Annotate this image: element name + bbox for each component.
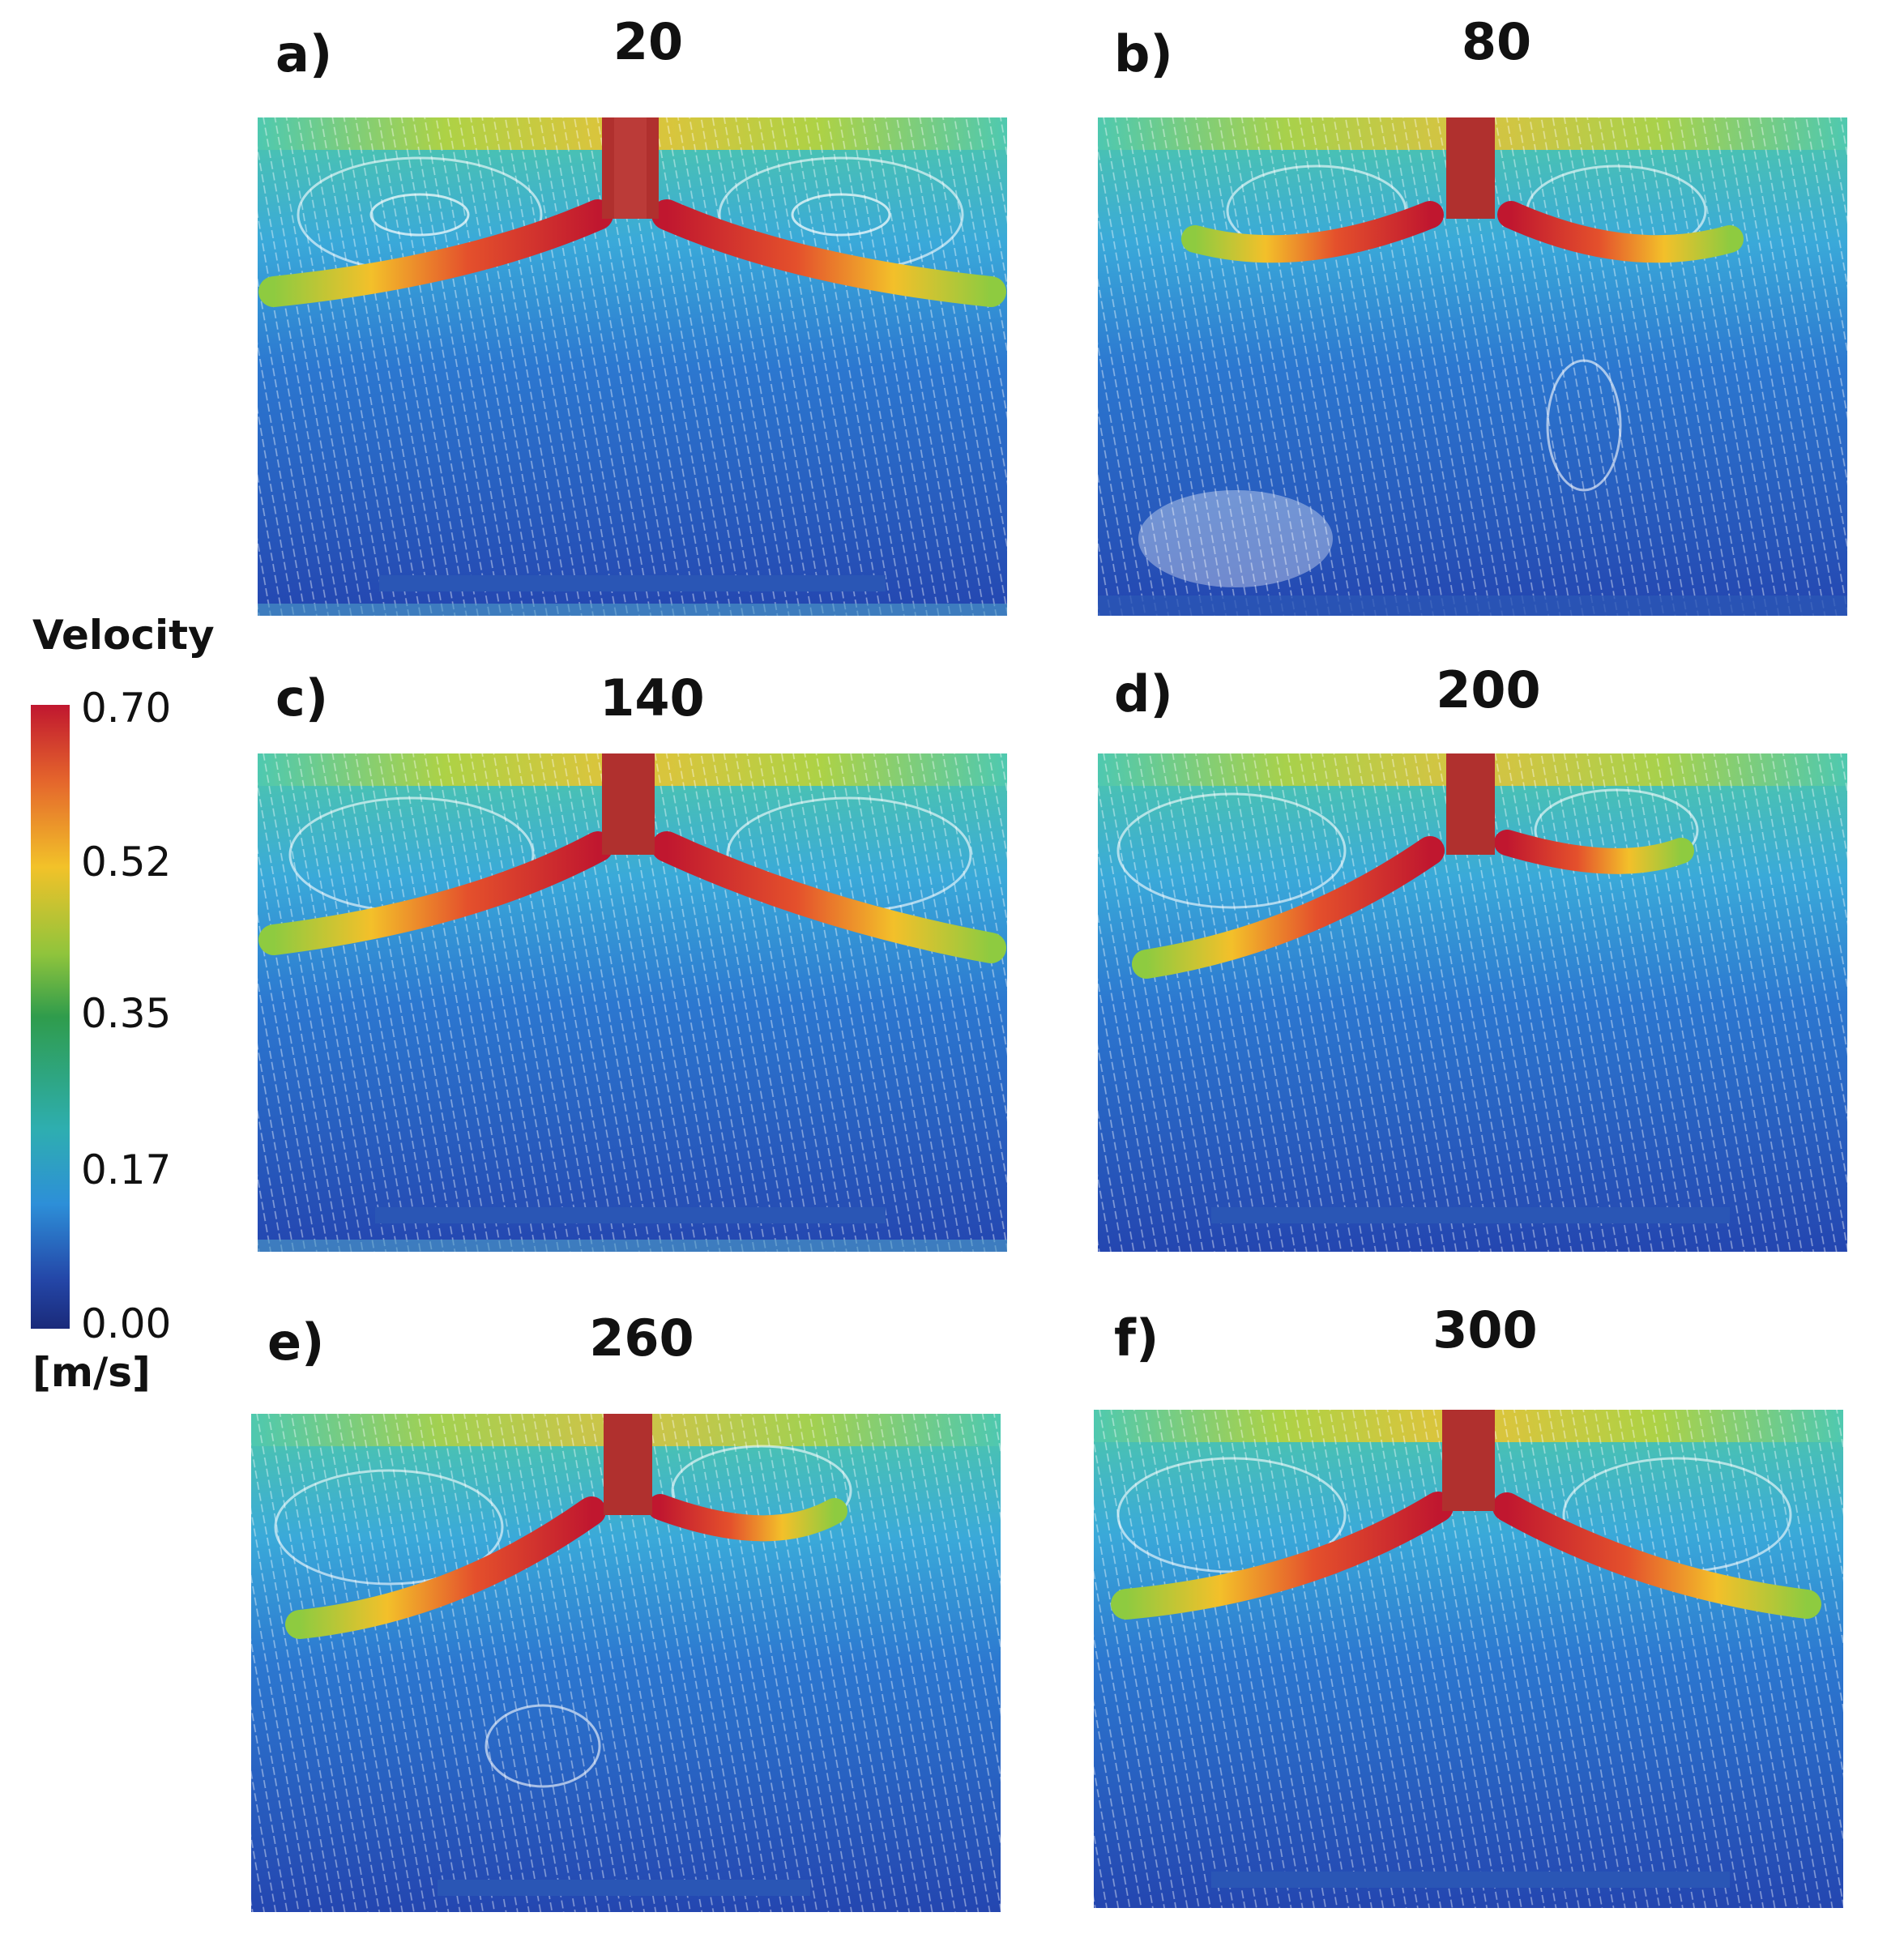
colorbar-tick-070: 0.70 xyxy=(81,685,172,732)
panel-f-letter: f) xyxy=(1114,1308,1159,1368)
panel-e-time: 260 xyxy=(589,1308,694,1368)
colorbar-title: Velocity xyxy=(32,612,215,659)
colorbar-tick-000: 0.00 xyxy=(81,1300,172,1347)
panel-a-flow-field xyxy=(258,117,1007,616)
panel-e-flow-field xyxy=(251,1414,1001,1912)
panel-b-time: 80 xyxy=(1461,12,1532,71)
colorbar-tick-017: 0.17 xyxy=(81,1146,172,1193)
panel-b-letter: b) xyxy=(1114,24,1173,83)
panel-d-letter: d) xyxy=(1114,664,1173,724)
colorbar-tick-035: 0.35 xyxy=(81,990,172,1037)
panel-a-time: 20 xyxy=(613,12,684,71)
panel-c-time: 140 xyxy=(600,668,705,728)
panel-e-letter: e) xyxy=(267,1313,325,1372)
colorbar-gradient xyxy=(31,705,70,1329)
panel-d-time: 200 xyxy=(1436,660,1541,719)
colorbar-tick-052: 0.52 xyxy=(81,839,172,886)
panel-d-flow-field xyxy=(1098,753,1847,1252)
panel-c-letter: c) xyxy=(275,668,329,728)
panel-f-time: 300 xyxy=(1432,1300,1538,1360)
panel-b-flow-field xyxy=(1098,117,1847,616)
panel-f-flow-field xyxy=(1094,1410,1843,1908)
panel-c-flow-field xyxy=(258,753,1007,1252)
panel-a-letter: a) xyxy=(275,24,333,83)
colorbar-unit: [m/s] xyxy=(32,1349,151,1396)
